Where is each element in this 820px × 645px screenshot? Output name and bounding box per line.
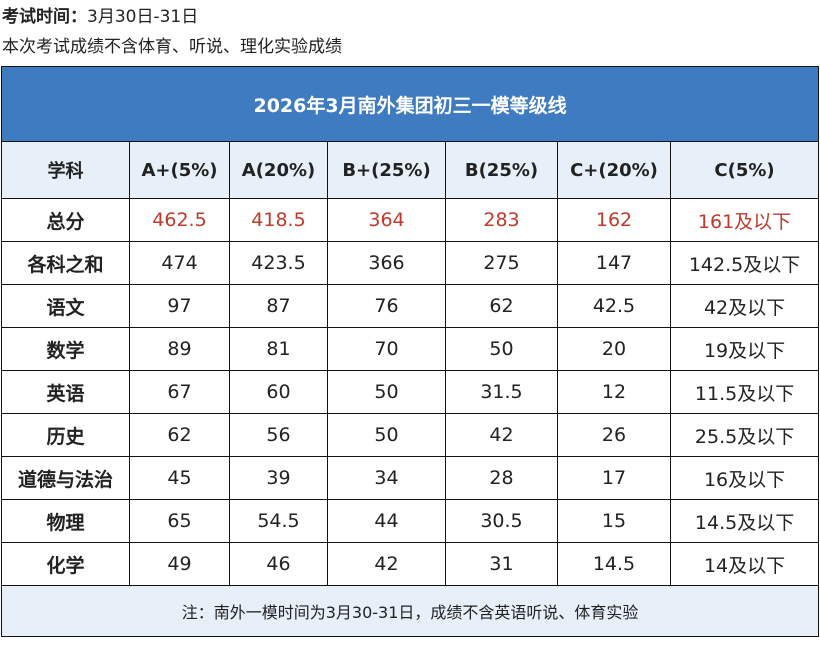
exam-time: 考试时间：3月30日-31日: [2, 0, 820, 34]
grade-cell: 62: [129, 413, 230, 457]
grade-cell: 97: [129, 284, 230, 328]
grade-cell: 28: [445, 456, 558, 500]
grade-cell: 56: [229, 413, 328, 457]
subject-cell: 语文: [1, 284, 130, 328]
table-row: 道德与法治 45 39 34 28 17 16及以下: [1, 456, 820, 500]
grade-cell: 42: [327, 542, 446, 586]
exam-info: 考试时间：3月30日-31日 本次考试成绩不含体育、听说、理化实验成绩: [0, 0, 820, 64]
table-row: 各科之和 474 423.5 366 275 147 142.5及以下: [1, 241, 820, 285]
grade-cell: 11.5及以下: [669, 370, 820, 414]
grade-cell: 14及以下: [669, 542, 820, 586]
grade-cell: 161及以下: [669, 198, 820, 242]
table-row: 英语 67 60 50 31.5 12 11.5及以下: [1, 370, 820, 414]
grade-cell: 15: [557, 499, 671, 543]
grade-cell: 366: [327, 241, 446, 285]
subject-cell: 英语: [1, 370, 130, 414]
grade-cell: 16及以下: [669, 456, 820, 500]
grade-cell: 26: [557, 413, 671, 457]
grade-cell: 14.5及以下: [669, 499, 820, 543]
grade-cell: 17: [557, 456, 671, 500]
grade-cell: 25.5及以下: [669, 413, 820, 457]
grade-table: 2026年3月南外集团初三一模等级线 学科 A+(5%) A(20%) B+(2…: [0, 66, 820, 637]
grade-cell: 12: [557, 370, 671, 414]
grade-cell: 60: [229, 370, 328, 414]
table-footnote: 注：南外一模时间为3月30-31日，成绩不含英语听说、体育实验: [0, 585, 820, 637]
grade-table-container: 2026年3月南外集团初三一模等级线 学科 A+(5%) A(20%) B+(2…: [0, 66, 820, 637]
grade-cell: 34: [327, 456, 446, 500]
grade-cell: 19及以下: [669, 327, 820, 371]
grade-cell: 423.5: [229, 241, 328, 285]
header-cell: 学科: [1, 141, 130, 199]
table-title: 2026年3月南外集团初三一模等级线: [0, 66, 820, 142]
grade-cell: 42: [445, 413, 558, 457]
grade-cell: 20: [557, 327, 671, 371]
table-row: 化学 49 46 42 31 14.5 14及以下: [1, 542, 820, 586]
grade-cell: 364: [327, 198, 446, 242]
table-row: 物理 65 54.5 44 30.5 15 14.5及以下: [1, 499, 820, 543]
grade-cell: 14.5: [557, 542, 671, 586]
grade-cell: 45: [129, 456, 230, 500]
header-cell: B+(25%): [327, 141, 446, 199]
grade-cell: 87: [229, 284, 328, 328]
grade-cell: 67: [129, 370, 230, 414]
table-row: 数学 89 81 70 50 20 19及以下: [1, 327, 820, 371]
grade-cell: 54.5: [229, 499, 328, 543]
table-row: 历史 62 56 50 42 26 25.5及以下: [1, 413, 820, 457]
grade-cell: 65: [129, 499, 230, 543]
header-cell: B(25%): [445, 141, 558, 199]
subject-cell: 历史: [1, 413, 130, 457]
grade-cell: 39: [229, 456, 328, 500]
grade-cell: 49: [129, 542, 230, 586]
table-row: 总分 462.5 418.5 364 283 162 161及以下: [1, 198, 820, 242]
table-row: 语文 97 87 76 62 42.5 42及以下: [1, 284, 820, 328]
grade-cell: 462.5: [129, 198, 230, 242]
subject-cell: 总分: [1, 198, 130, 242]
header-cell: A(20%): [229, 141, 328, 199]
subject-cell: 道德与法治: [1, 456, 130, 500]
grade-cell: 70: [327, 327, 446, 371]
grade-cell: 62: [445, 284, 558, 328]
grade-cell: 50: [327, 370, 446, 414]
grade-cell: 44: [327, 499, 446, 543]
exam-time-value: 3月30日-31日: [87, 7, 199, 27]
subject-cell: 各科之和: [1, 241, 130, 285]
grade-cell: 31.5: [445, 370, 558, 414]
subject-cell: 数学: [1, 327, 130, 371]
exam-note: 本次考试成绩不含体育、听说、理化实验成绩: [2, 37, 342, 57]
grade-cell: 46: [229, 542, 328, 586]
table-title-row: 2026年3月南外集团初三一模等级线: [0, 66, 820, 142]
grade-cell: 50: [327, 413, 446, 457]
grade-cell: 76: [327, 284, 446, 328]
grade-cell: 42.5: [557, 284, 671, 328]
grade-cell: 418.5: [229, 198, 328, 242]
subject-cell: 化学: [1, 542, 130, 586]
subject-cell: 物理: [1, 499, 130, 543]
exam-time-label: 考试时间：: [2, 7, 87, 27]
grade-cell: 474: [129, 241, 230, 285]
header-cell: C(5%): [669, 141, 820, 199]
grade-cell: 275: [445, 241, 558, 285]
grade-cell: 42及以下: [669, 284, 820, 328]
grade-cell: 81: [229, 327, 328, 371]
grade-cell: 283: [445, 198, 558, 242]
header-cell: A+(5%): [129, 141, 230, 199]
header-cell: C+(20%): [557, 141, 671, 199]
grade-cell: 89: [129, 327, 230, 371]
table-header-row: 学科 A+(5%) A(20%) B+(25%) B(25%) C+(20%) …: [1, 141, 820, 199]
grade-cell: 142.5及以下: [669, 241, 820, 285]
grade-cell: 162: [557, 198, 671, 242]
grade-cell: 31: [445, 542, 558, 586]
grade-cell: 30.5: [445, 499, 558, 543]
grade-cell: 50: [445, 327, 558, 371]
footnote-row: 注：南外一模时间为3月30-31日，成绩不含英语听说、体育实验: [0, 585, 820, 637]
grade-cell: 147: [557, 241, 671, 285]
